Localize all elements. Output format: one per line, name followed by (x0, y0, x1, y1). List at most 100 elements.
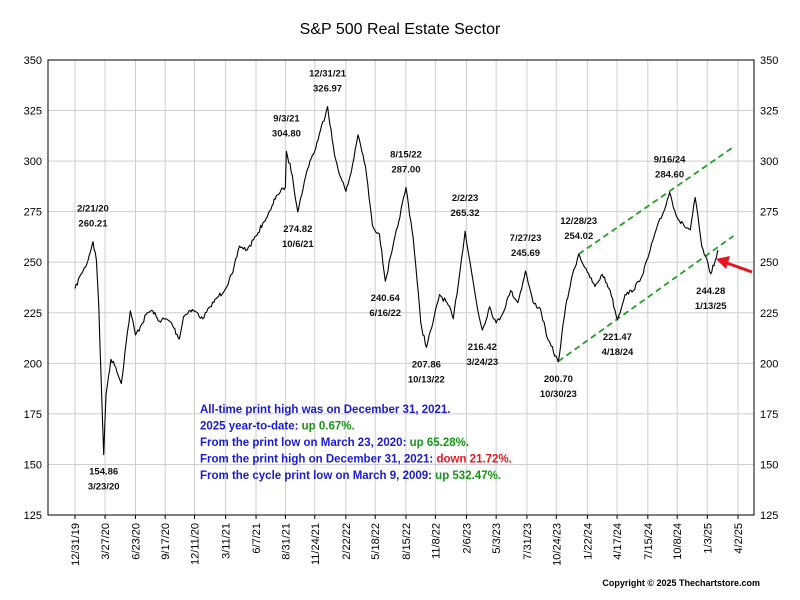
annotation-line-2: 3/24/23 (466, 357, 498, 368)
x-tick-label: 9/17/20 (160, 523, 172, 560)
y-tick-label-left: 325 (24, 106, 42, 118)
annotation: 9/3/21 304.80 (272, 113, 301, 139)
y-tick-label-left: 125 (24, 510, 42, 522)
annotation-line-2: 1/13/25 (695, 301, 727, 312)
info-line: All-time print high was on December 31, … (200, 404, 451, 416)
annotation-line-1: 274.82 (283, 224, 312, 235)
annotation: 244.28 1/13/25 (695, 286, 727, 312)
annotation: 2/21/20 260.21 (77, 204, 109, 230)
y-tick-label-left: 250 (24, 257, 42, 269)
x-tick-label: 7/15/24 (643, 523, 655, 560)
annotation-line-1: 12/28/23 (560, 216, 597, 227)
trend-channel-upper (578, 146, 735, 255)
y-tick-label-left: 200 (24, 358, 42, 370)
annotation-line-2: 326.97 (313, 84, 342, 95)
trend-channel (557, 146, 735, 363)
x-tick-label: 3/11/21 (221, 523, 233, 559)
info-segment: 2025 year-to-date: (200, 421, 302, 433)
trend-channel-lower (557, 235, 735, 363)
copyright-text: Copyright © 2025 Thechartstore.com (602, 578, 760, 588)
annotation-line-1: 240.64 (371, 293, 401, 304)
red-arrow (716, 256, 753, 274)
info-segment: up 0.67%. (302, 421, 355, 433)
annotation-line-2: 265.32 (451, 208, 480, 219)
annotation-line-2: 10/6/21 (282, 239, 314, 250)
x-axis: 12/31/19 3/27/20 6/23/20 9/17/20 12/11/20 3/1… (70, 515, 745, 566)
annotation-line-1: 9/3/21 (273, 113, 300, 124)
x-tick-label: 1/22/24 (582, 523, 594, 560)
annotation: 154.86 3/23/20 (88, 467, 120, 493)
y-tick-label-left: 225 (24, 308, 42, 320)
annotation: 2/2/23 265.32 (451, 193, 480, 219)
annotation: 12/31/21 326.97 (309, 69, 347, 95)
arrow-head (716, 256, 730, 269)
y-tick-label-right: 225 (760, 308, 778, 320)
y-tick-label-right: 350 (760, 55, 778, 67)
y-tick-label-left: 350 (24, 55, 42, 67)
annotation-line-1: 207.86 (412, 359, 441, 370)
annotation-line-1: 12/31/21 (309, 69, 347, 80)
annotation-line-2: 287.00 (391, 164, 420, 175)
x-tick-label: 6/7/21 (251, 523, 263, 554)
info-segment: up 532.47%. (435, 470, 501, 482)
grid-layer (48, 59, 754, 516)
info-line: From the print high on December 31, 2021… (200, 454, 512, 466)
info-segment: down 21.72%. (436, 454, 511, 466)
x-tick-label: 4/17/24 (612, 523, 624, 560)
x-tick-label: 8/15/22 (401, 523, 413, 560)
x-tick-label: 10/8/24 (672, 523, 684, 560)
x-tick-label: 2/22/22 (341, 523, 353, 560)
annotation-line-1: 8/15/22 (390, 149, 422, 160)
y-axis-left: 125 150 175 200 225 250 275 300 325 350 (24, 55, 42, 522)
annotation-line-2: 284.60 (655, 169, 684, 180)
x-tick-label: 1/3/25 (702, 523, 714, 554)
annotation: 221.47 4/18/24 (602, 332, 634, 358)
y-tick-label-right: 250 (760, 257, 778, 269)
info-segment: From the cycle print low on March 9, 200… (200, 470, 435, 482)
annotation-line-1: 9/16/24 (654, 154, 686, 165)
annotation-line-1: 7/27/23 (510, 233, 542, 244)
info-line: From the print low on March 23, 2020: up… (200, 437, 469, 449)
annotation-line-2: 260.21 (78, 219, 108, 230)
annotation-line-1: 216.42 (468, 342, 497, 353)
x-tick-label: 3/27/20 (100, 523, 112, 560)
y-tick-label-left: 175 (24, 409, 42, 421)
x-tick-label: 12/31/19 (70, 523, 82, 566)
annotation-line-1: 200.70 (544, 374, 573, 385)
y-tick-label-right: 175 (760, 409, 778, 421)
annotation: 12/28/23 254.02 (560, 216, 597, 242)
x-tick-label: 7/31/23 (522, 523, 534, 560)
annotation-line-2: 3/23/20 (88, 482, 120, 493)
annotation-line-2: 10/30/23 (540, 389, 577, 400)
x-tick-label: 4/2/25 (733, 523, 745, 554)
info-line: 2025 year-to-date: up 0.67%. (200, 421, 355, 433)
y-tick-label-right: 200 (760, 358, 778, 370)
x-tick-label: 2/6/23 (461, 523, 473, 554)
price-series-line (74, 106, 719, 456)
info-line: From the cycle print low on March 9, 200… (200, 470, 501, 482)
plot-area-frame (47, 59, 755, 516)
annotations: 2/21/20 260.21 154.86 3/23/20 9/3/21 304.80 27… (77, 69, 727, 493)
info-box: All-time print high was on December 31, … (200, 404, 512, 482)
y-tick-label-right: 150 (760, 459, 778, 471)
annotation-line-2: 254.02 (564, 231, 593, 242)
x-tick-label: 8/31/21 (280, 523, 292, 560)
x-tick-label: 6/23/20 (130, 523, 142, 560)
x-tick-label: 12/11/20 (190, 523, 202, 565)
annotation: 274.82 10/6/21 (282, 224, 314, 250)
y-tick-label-right: 125 (760, 510, 778, 522)
annotation: 207.86 10/13/22 (408, 359, 445, 385)
annotation-line-1: 244.28 (696, 286, 725, 297)
y-tick-label-right: 275 (760, 207, 778, 219)
annotation: 216.42 3/24/23 (466, 342, 498, 368)
x-tick-label: 10/24/23 (551, 523, 563, 566)
annotation: 7/27/23 245.69 (510, 233, 542, 259)
chart-title: S&P 500 Real Estate Sector (300, 21, 501, 38)
info-segment: All-time print high was on December 31, … (200, 404, 451, 416)
annotation-line-1: 2/21/20 (77, 204, 109, 215)
y-tick-label-left: 150 (24, 459, 42, 471)
arrow-shaft (723, 260, 753, 274)
annotation-line-1: 2/2/23 (452, 193, 478, 204)
